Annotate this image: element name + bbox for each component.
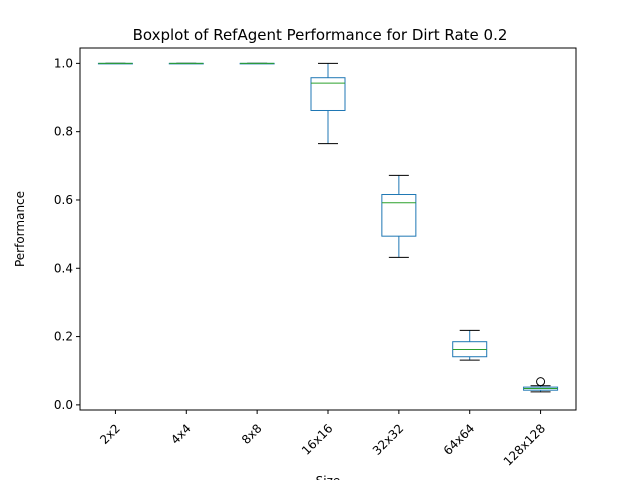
box-16x16: [310, 62, 346, 145]
y-tick-label: 0.0: [54, 398, 73, 412]
y-axis-title: Performance: [13, 191, 27, 267]
box-32x32: [381, 174, 417, 258]
chart-title: Boxplot of RefAgent Performance for Dirt…: [133, 26, 508, 44]
x-tick-label: 16x16: [299, 421, 336, 458]
box-8x8: [239, 62, 275, 65]
plot-area: [97, 62, 559, 393]
y-axis: 0.0 0.2 0.4 0.6 0.8 1.0: [54, 56, 80, 412]
x-tick-label: 4x4: [168, 421, 194, 447]
plot-frame: [79, 47, 577, 411]
box-iqr: [381, 194, 417, 237]
x-tick-label: 2x2: [97, 421, 123, 447]
box-4x4: [168, 62, 204, 65]
box-2x2: [97, 62, 133, 65]
x-axis-title: Size: [316, 474, 341, 480]
x-tick-label: 32x32: [370, 421, 407, 458]
box-iqr: [310, 77, 346, 111]
y-tick-label: 1.0: [54, 56, 73, 70]
x-tick-label: 128x128: [501, 421, 548, 468]
x-tick-label: 8x8: [239, 421, 265, 447]
y-tick-label: 0.6: [54, 193, 73, 207]
y-tick-label: 0.8: [54, 125, 73, 139]
x-tick-label: 64x64: [441, 421, 478, 458]
box-128x128: [523, 377, 559, 393]
y-tick-label: 0.2: [54, 330, 73, 344]
y-tick-label: 0.4: [54, 261, 73, 275]
x-axis: 2x2 4x4 8x8 16x16 32x32 64x64 128x128: [97, 410, 548, 469]
outlier-point: [536, 377, 546, 387]
box-64x64: [452, 329, 488, 361]
